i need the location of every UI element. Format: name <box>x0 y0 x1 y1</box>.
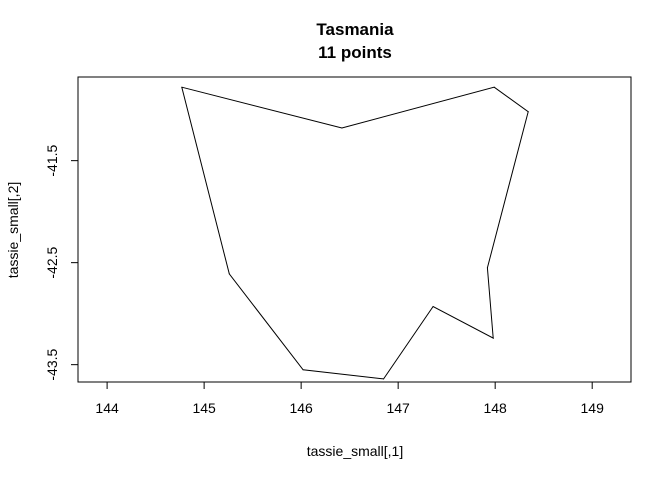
y-tick-label: -41.5 <box>44 144 60 176</box>
x-axis-label: tassie_small[,1] <box>307 443 403 459</box>
data-point <box>302 369 304 371</box>
data-points <box>181 86 529 380</box>
plot-frame <box>77 76 632 383</box>
tasmania-outline <box>181 86 529 380</box>
y-axis: -41.5 -42.5 -43.5 <box>44 144 79 381</box>
chart-title: Tasmania <box>316 20 394 39</box>
x-tick-label: 149 <box>581 400 605 416</box>
data-point <box>486 267 488 269</box>
x-tick-label: 147 <box>386 400 410 416</box>
x-tick-label: 145 <box>192 400 216 416</box>
y-tick-label: -43.5 <box>44 348 60 380</box>
data-point <box>383 378 385 380</box>
y-axis-label: tassie_small[,2] <box>5 182 21 278</box>
x-tick-label: 144 <box>95 400 119 416</box>
data-point <box>341 127 343 129</box>
data-point <box>493 86 495 88</box>
x-tick-label: 148 <box>483 400 507 416</box>
x-tick-label: 146 <box>289 400 313 416</box>
data-point <box>181 86 183 88</box>
data-point <box>492 337 494 339</box>
x-axis: 144 145 146 147 148 149 <box>95 381 605 416</box>
data-point <box>432 306 434 308</box>
data-point <box>527 111 529 113</box>
data-point <box>228 273 230 275</box>
y-tick-label: -42.5 <box>44 246 60 278</box>
chart-subtitle: 11 points <box>318 43 392 62</box>
